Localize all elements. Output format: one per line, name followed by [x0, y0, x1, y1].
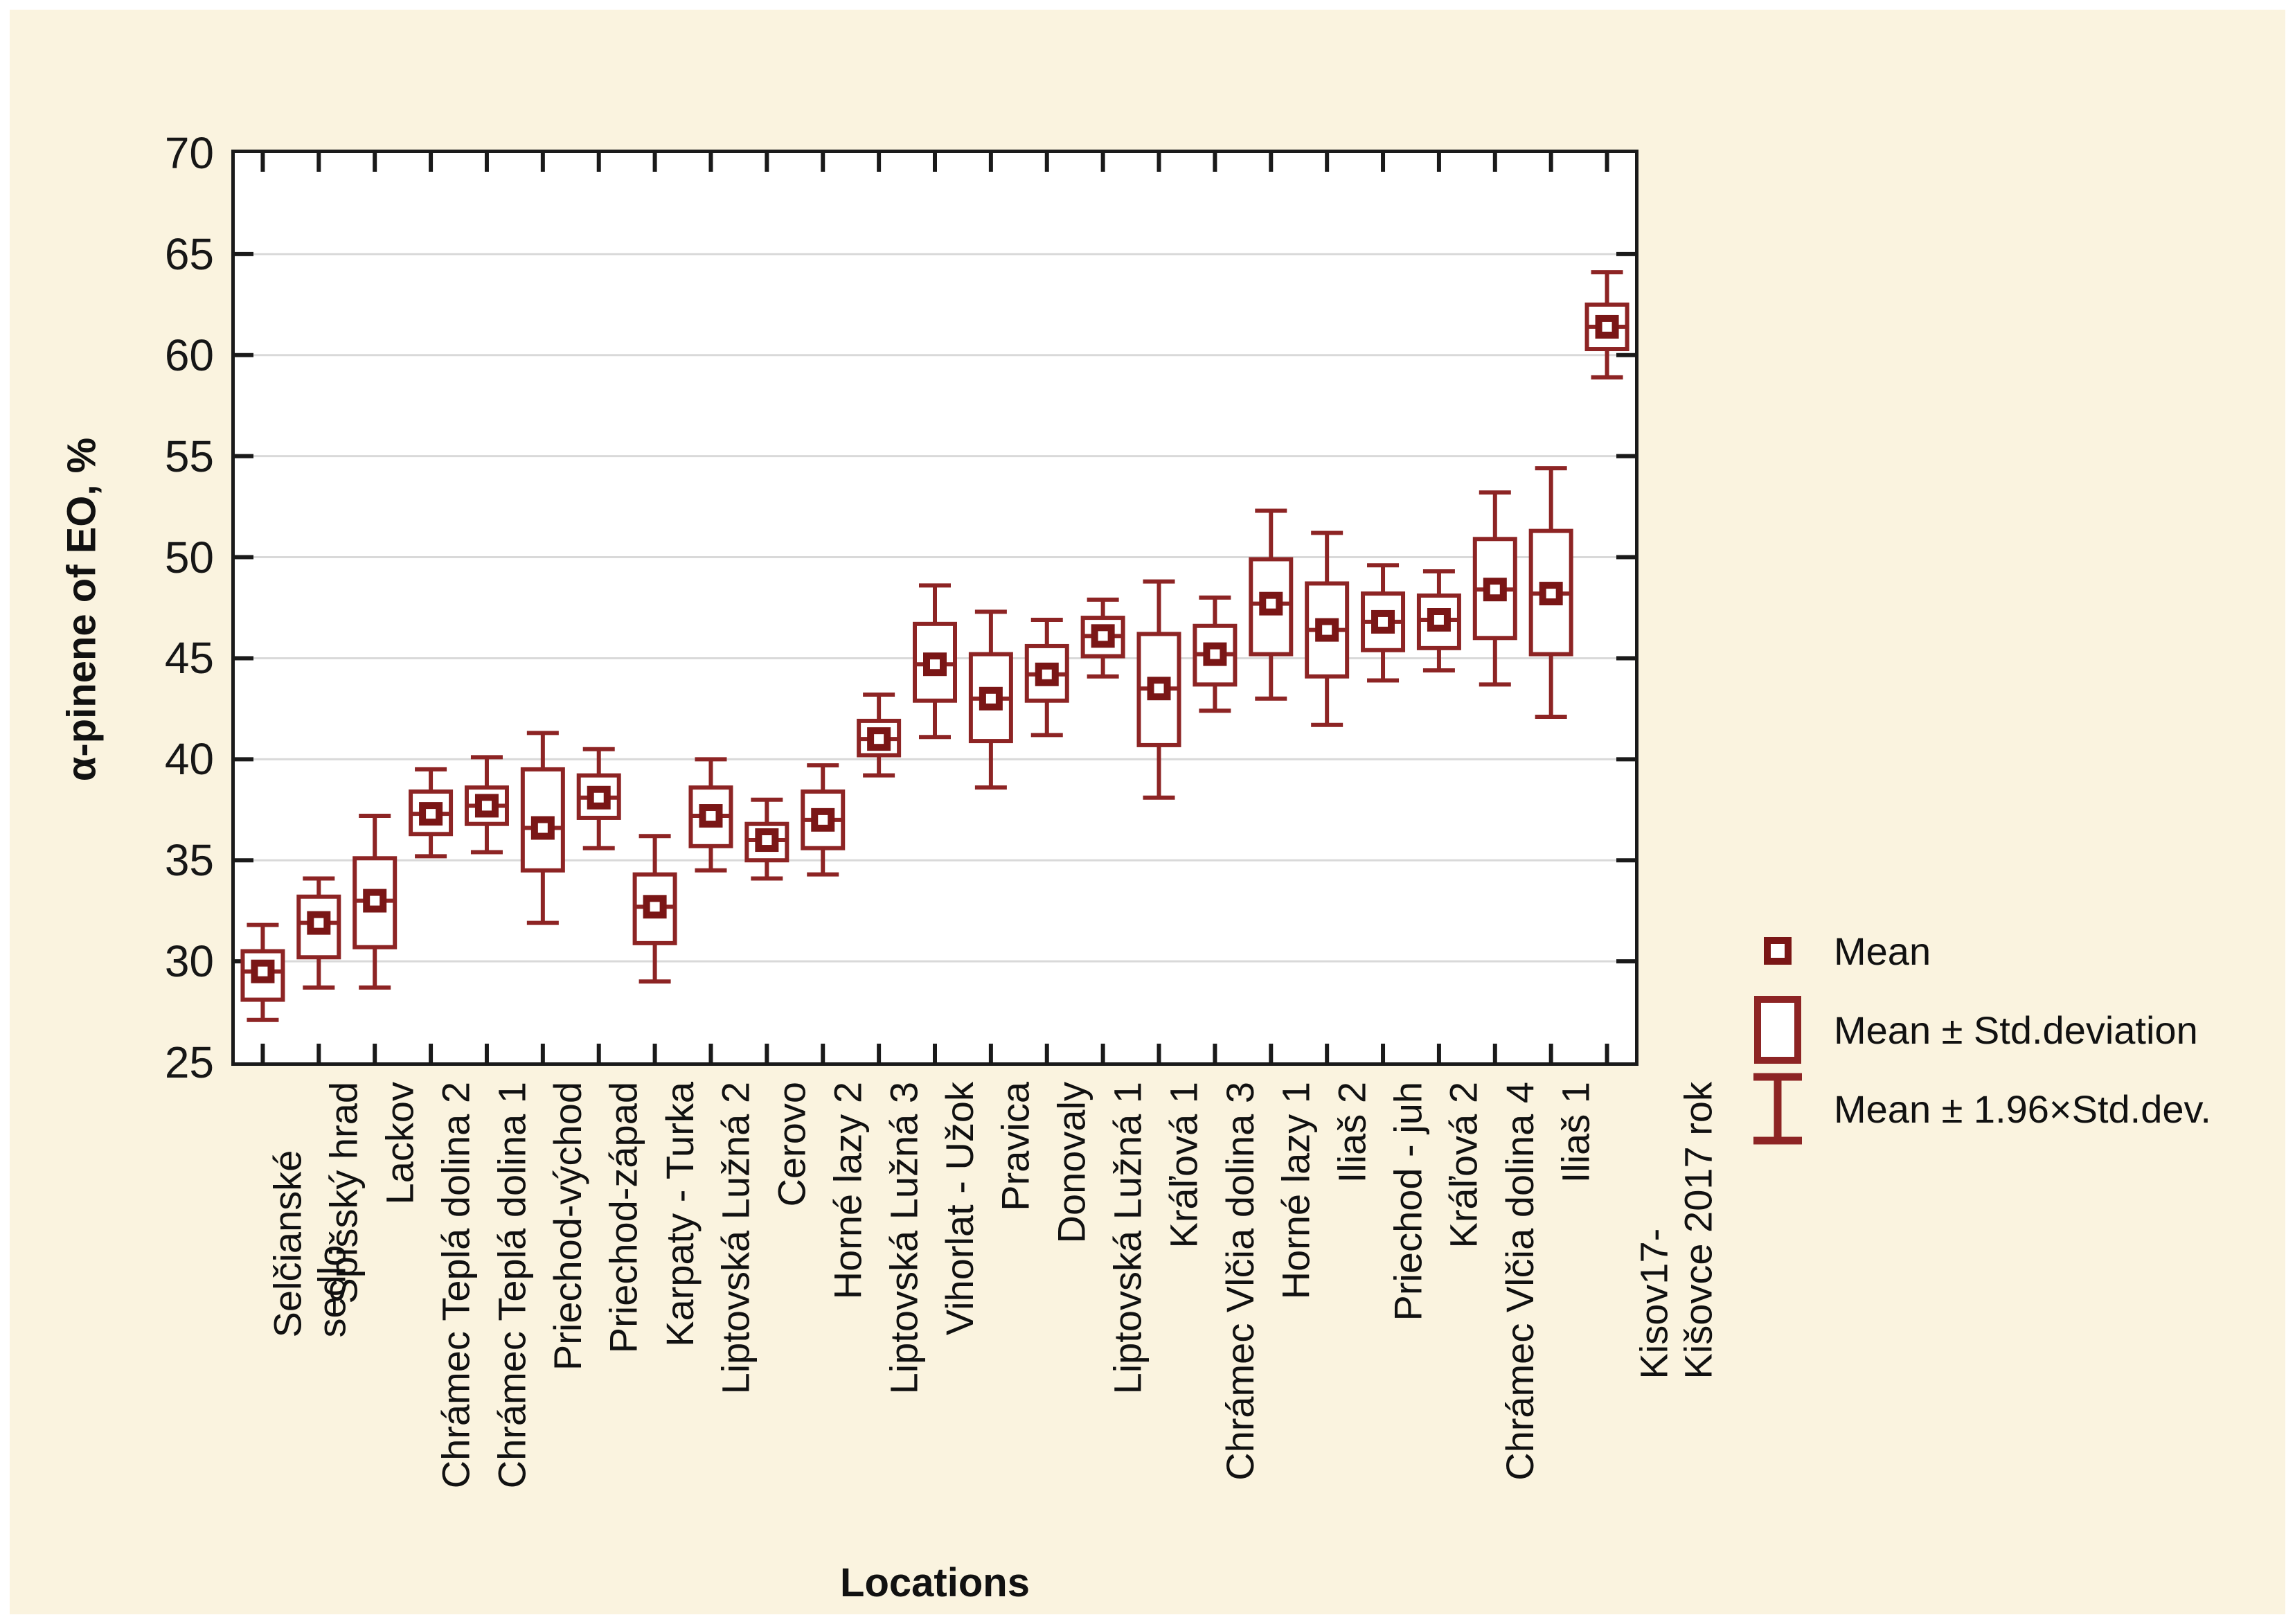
series-15-mean-marker	[1035, 662, 1059, 686]
x-category-label-24: Iliaš 1	[1553, 1082, 1598, 1184]
series-10-mean-marker	[755, 828, 779, 853]
series-3-mean-marker	[363, 889, 387, 913]
x-category-label-16: Liptovská Lužná 1	[1105, 1082, 1150, 1395]
x-category-label-8: Karpaty - Turka	[657, 1082, 702, 1347]
x-category-label-15: Donovaly	[1049, 1082, 1093, 1244]
legend: Mean Mean ± Std.deviation	[1740, 911, 2211, 1148]
legend-item-mean: Mean	[1740, 911, 2211, 990]
y-tick-label-60: 60	[164, 330, 214, 380]
x-category-label-19: Horné lazy 1	[1274, 1082, 1318, 1300]
legend-item-whisker: Mean ± 1.96×Std.dev.	[1740, 1069, 2211, 1148]
y-tick-label-55: 55	[164, 431, 214, 481]
y-axis-title: α-pinene of EO, %	[59, 437, 105, 782]
series-13-mean-marker	[923, 652, 947, 677]
x-category-label-4: Chrámec Teplá dolina 2	[434, 1082, 478, 1489]
y-tick-label-30: 30	[164, 936, 214, 987]
x-category-label-21: Priechod - juh	[1386, 1082, 1430, 1321]
std-box-icon	[1754, 996, 1801, 1064]
x-category-label-7: Priechod-západ	[601, 1082, 645, 1354]
series-21-mean-marker	[1371, 609, 1395, 634]
x-category-label-13: Vihorlat - Užok	[938, 1082, 981, 1336]
series-22-mean-marker	[1427, 608, 1451, 632]
y-tick-label-65: 65	[164, 229, 214, 279]
series-9-mean-marker	[699, 804, 723, 828]
series-20-mean-marker	[1315, 618, 1339, 642]
series-1-mean-marker	[251, 959, 275, 983]
x-category-label-18: Chrámec Vlčia dolina 3	[1217, 1082, 1262, 1481]
x-category-label-22: Kráľová 2	[1441, 1082, 1485, 1249]
series-7-mean-marker	[587, 785, 611, 810]
x-category-label-11: Horné lazy 2	[825, 1082, 870, 1300]
legend-item-std: Mean ± Std.deviation	[1740, 990, 2211, 1069]
series-24-mean-marker	[1539, 582, 1563, 606]
series-18-mean-marker	[1203, 642, 1227, 666]
box-plot	[235, 153, 1635, 1062]
series-2-mean-marker	[307, 911, 331, 935]
x-category-label-17: Kráľová 1	[1161, 1082, 1206, 1249]
series-17-mean-marker	[1147, 677, 1171, 701]
series-5-mean-marker	[474, 794, 499, 818]
x-category-label-20: Iliaš 2	[1330, 1082, 1374, 1184]
x-category-label-2: Spišský hrad	[321, 1082, 366, 1304]
legend-label-std: Mean ± Std.deviation	[1834, 1008, 2198, 1052]
series-8-mean-marker	[643, 895, 667, 919]
y-tick-label-35: 35	[164, 835, 214, 886]
plot-area	[231, 150, 1638, 1066]
x-category-label-14: Pravica	[993, 1082, 1037, 1211]
x-category-label-23: Chrámec Vlčia dolina 4	[1497, 1082, 1542, 1481]
series-11-mean-marker	[811, 807, 835, 832]
series-25-mean-marker	[1595, 314, 1619, 339]
x-category-label-5: Chrámec Teplá dolina 1	[489, 1082, 533, 1489]
x-category-label-9: Liptovská Lužná 2	[713, 1082, 758, 1395]
y-tick-label-70: 70	[164, 128, 214, 178]
legend-label-mean: Mean	[1834, 929, 1931, 973]
mean-marker-icon	[1764, 937, 1792, 965]
series-14-mean-marker	[979, 686, 1003, 711]
y-tick-label-40: 40	[164, 734, 214, 785]
x-category-label-12: Liptovská Lužná 3	[882, 1082, 926, 1395]
series-12-mean-marker	[867, 727, 891, 751]
series-23-mean-marker	[1483, 578, 1507, 602]
x-category-label-6: Priechod-východ	[545, 1082, 589, 1371]
series-16-mean-marker	[1091, 624, 1115, 648]
series-6-mean-marker	[530, 816, 555, 840]
y-tick-label-50: 50	[164, 532, 214, 582]
legend-label-whisker: Mean ± 1.96×Std.dev.	[1834, 1087, 2211, 1131]
x-category-label-10: Cerovo	[769, 1082, 814, 1207]
x-axis-title: Locations	[840, 1560, 1030, 1605]
series-19-mean-marker	[1259, 591, 1283, 616]
whisker-bar-icon	[1753, 1073, 1802, 1145]
x-category-label-25: Kisov17- Kišovce 2017 rok	[1632, 1082, 1720, 1380]
series-4-mean-marker	[419, 802, 443, 826]
y-tick-label-25: 25	[164, 1037, 214, 1087]
x-category-label-3: Lackov	[377, 1082, 422, 1205]
figure-panel: α-pinene of EO, % Locations 25 30 35 40 45 50…	[10, 10, 2285, 1614]
y-tick-label-45: 45	[164, 633, 214, 684]
